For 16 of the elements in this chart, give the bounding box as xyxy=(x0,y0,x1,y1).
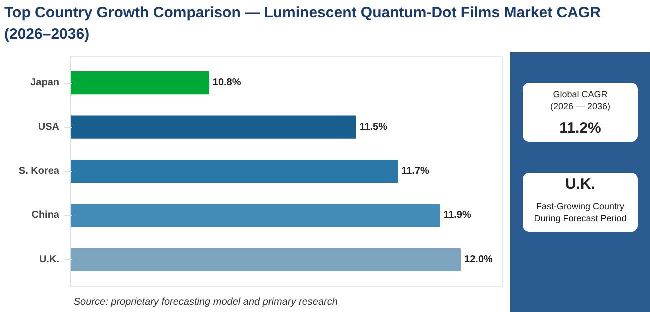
source-note: Source: proprietary forecasting model and primary research xyxy=(74,297,338,308)
y-tick-label: Japan xyxy=(30,78,60,89)
data-label: 11.9% xyxy=(444,210,472,222)
y-tick-label: S. Korea xyxy=(18,166,60,177)
data-label: 10.8% xyxy=(212,78,242,89)
y-tick-label: China xyxy=(32,210,60,222)
text: Fast-Growing Country During Forecast Period xyxy=(534,202,627,224)
text: Global CAGR (2026 — 2036) xyxy=(550,90,611,112)
chart-title: Top Country Growth Comparison — Luminescent Quantum-Dot Films Market CAGR (2026–2036) xyxy=(4,4,602,43)
text: 11.2% xyxy=(560,120,602,137)
data-label: 11.5% xyxy=(360,122,388,133)
text: U.K. xyxy=(566,176,596,193)
data-label: 12.0% xyxy=(464,254,494,266)
data-label: 11.7% xyxy=(402,166,430,177)
y-tick-label: U.K. xyxy=(40,254,60,266)
y-tick-label: USA xyxy=(38,122,60,133)
